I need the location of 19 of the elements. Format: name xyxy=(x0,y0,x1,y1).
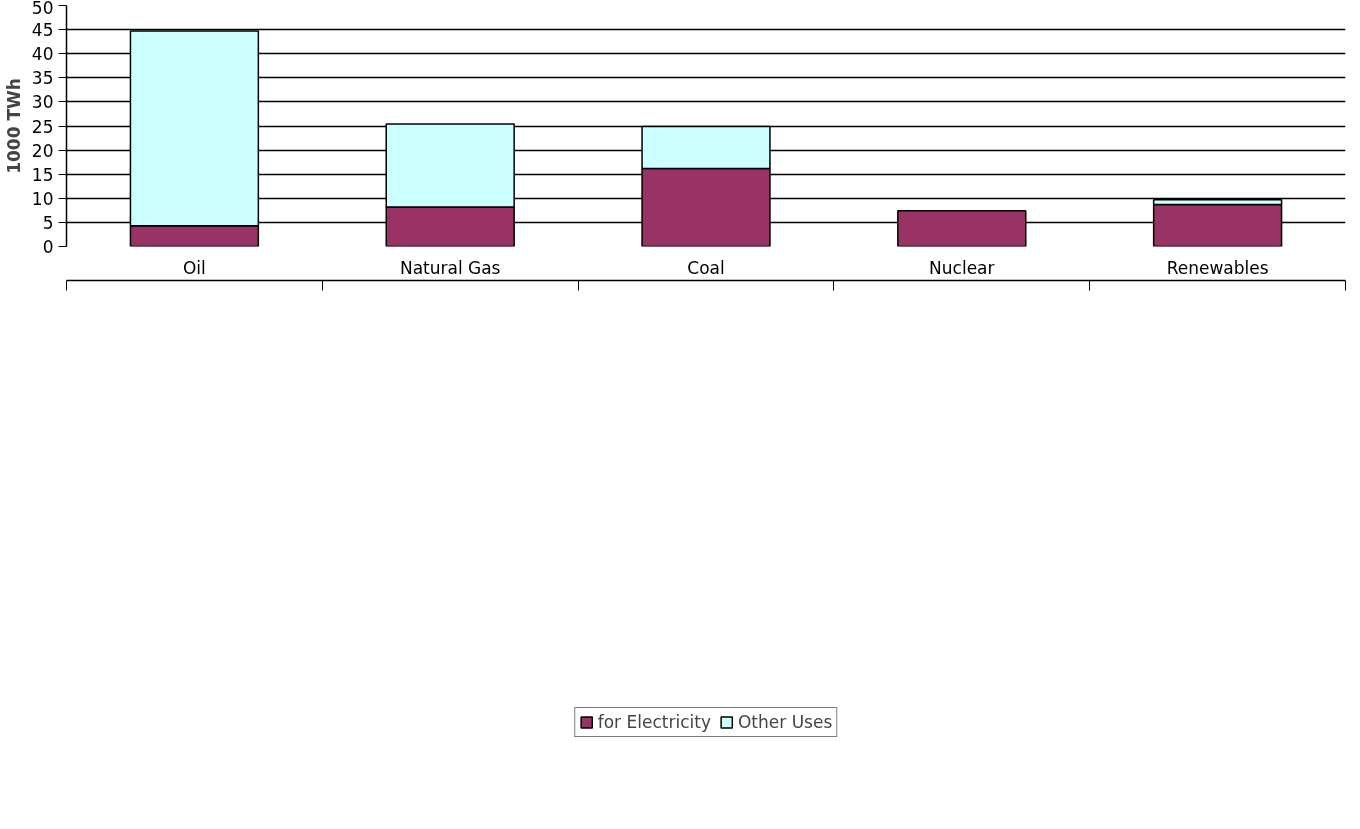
y-tick-label: 50 xyxy=(31,0,54,18)
y-tick-label: 30 xyxy=(31,92,54,113)
y-tick-label: 15 xyxy=(31,164,54,185)
x-tick-label: Nuclear xyxy=(929,257,995,278)
y-tick-label: 5 xyxy=(42,212,54,233)
legend-label: for Electricity xyxy=(597,711,711,732)
y-tick-label: 35 xyxy=(31,68,54,89)
y-axis-title: 1000 TWh xyxy=(3,78,24,174)
y-tick-label: 45 xyxy=(31,20,54,41)
y-tick-label: 0 xyxy=(42,237,54,257)
y-tick-label: 40 xyxy=(31,44,54,65)
legend-label: Other Uses xyxy=(737,711,833,732)
x-tick-label: Oil xyxy=(182,257,206,278)
x-tick-label: Coal xyxy=(687,257,725,278)
y-tick-label: 25 xyxy=(31,116,54,137)
x-tick-label: Natural Gas xyxy=(399,257,501,278)
y-tick-label: 10 xyxy=(31,188,54,209)
y-tick-label: 20 xyxy=(31,140,54,161)
x-tick-label: Renewables xyxy=(1166,257,1269,278)
